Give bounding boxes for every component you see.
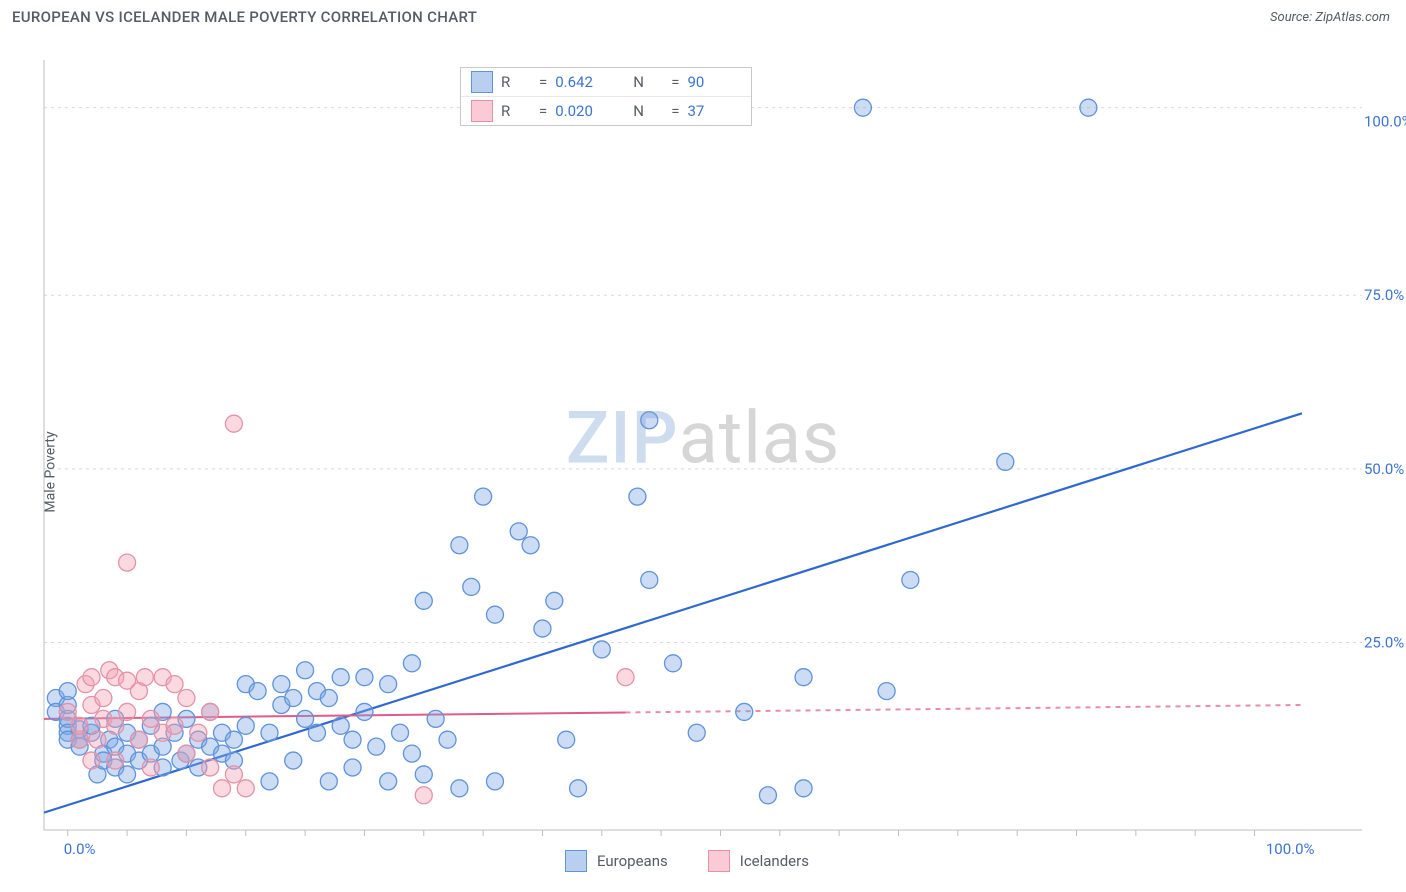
stat-eq: = <box>539 102 547 120</box>
header: EUROPEAN VS ICELANDER MALE POVERTY CORRE… <box>0 0 1406 30</box>
y-axis-title: Male Poverty <box>43 431 59 512</box>
legend-swatch <box>471 100 493 122</box>
legend-swatch <box>565 850 587 872</box>
svg-text:100.0%: 100.0% <box>1266 840 1315 858</box>
legend-swatch <box>708 850 730 872</box>
stat-n-value: 90 <box>687 73 737 91</box>
legend-swatch <box>471 71 493 93</box>
stat-n-label: N <box>633 73 663 91</box>
stat-r-label: R <box>501 102 531 120</box>
stats-legend-row: R = 0.020 N = 37 <box>461 96 751 125</box>
legend-item: Europeans <box>565 850 668 872</box>
legend-label: Europeans <box>597 852 668 870</box>
stat-eq: = <box>671 73 679 91</box>
stat-n-value: 37 <box>687 102 737 120</box>
stats-legend: R = 0.642 N = 90 R = 0.020 N = 37 <box>460 67 752 126</box>
legend-item: Icelanders <box>708 850 809 872</box>
svg-text:0.0%: 0.0% <box>64 840 96 858</box>
svg-text:100.0%: 100.0% <box>1364 113 1406 131</box>
stat-r-value: 0.020 <box>555 102 605 120</box>
chart-area: Male Poverty ZIPatlas 25.0%50.0%75.0%100… <box>0 30 1406 880</box>
stat-eq: = <box>671 102 679 120</box>
chart-title: EUROPEAN VS ICELANDER MALE POVERTY CORRE… <box>12 8 477 26</box>
stat-r-label: R <box>501 73 531 91</box>
stat-r-value: 0.642 <box>555 73 605 91</box>
scatter-plot: 25.0% 50.0% 75.0% 100.0% 0.0% 100.0% <box>0 30 1406 880</box>
svg-text:25.0%: 25.0% <box>1364 633 1404 651</box>
svg-text:50.0%: 50.0% <box>1364 460 1404 478</box>
source-label: Source: ZipAtlas.com <box>1270 10 1390 25</box>
series-legend: Europeans Icelanders <box>565 850 809 872</box>
stat-n-label: N <box>633 102 663 120</box>
stats-legend-row: R = 0.642 N = 90 <box>461 68 751 96</box>
legend-label: Icelanders <box>740 852 809 870</box>
svg-text:75.0%: 75.0% <box>1364 286 1404 304</box>
stat-eq: = <box>539 73 547 91</box>
